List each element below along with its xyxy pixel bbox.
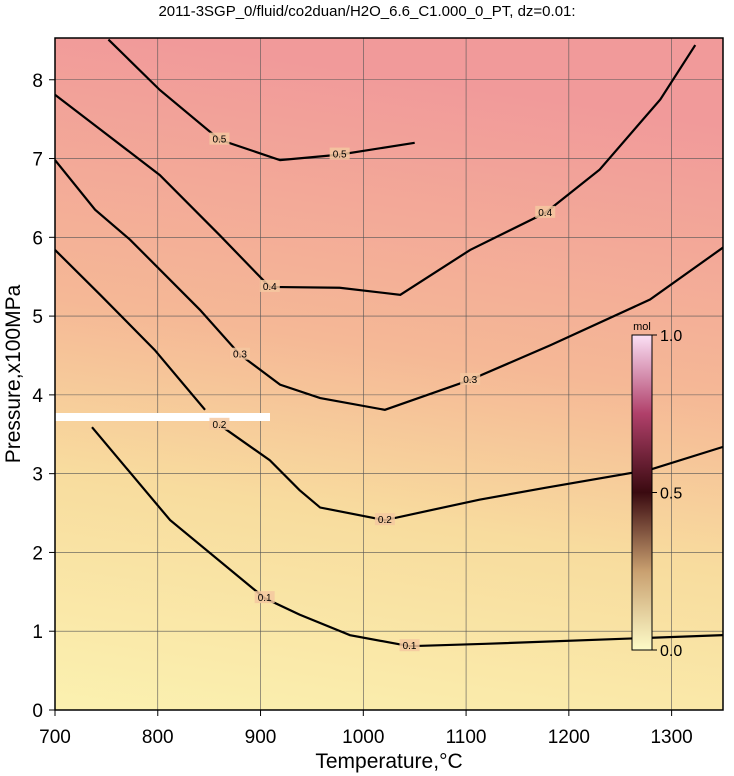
contour-label: 0.3 <box>463 375 477 386</box>
contour-line <box>91 426 724 648</box>
y-tick-label: 4 <box>32 386 43 407</box>
contour-label: 0.4 <box>263 282 277 293</box>
x-tick-label: 1300 <box>650 727 692 748</box>
contour-line <box>54 159 724 411</box>
y-axis-label: Pressure,x100MPa <box>2 284 25 463</box>
contour-label: 0.4 <box>538 208 552 219</box>
contour-label: 0.2 <box>378 515 392 526</box>
contour-label: 0.3 <box>233 350 247 361</box>
y-tick-label: 1 <box>32 622 43 643</box>
y-tick-label: 3 <box>32 465 43 486</box>
y-tick-label: 2 <box>32 543 43 564</box>
contour-label: 0.1 <box>403 641 417 652</box>
contour-label-bg <box>229 347 250 360</box>
y-tick-label: 0 <box>32 701 43 722</box>
contour-line <box>54 44 697 296</box>
chart-title: 2011-3SGP_0/fluid/co2duan/H2O_6.6_C1.000… <box>158 3 575 20</box>
contour-label-bg <box>399 639 420 652</box>
field <box>55 38 723 710</box>
colorbar-tick-label: 0.5 <box>660 486 682 503</box>
contour-label-bg <box>535 205 556 218</box>
gap <box>55 413 270 421</box>
contour-label-bg <box>209 132 230 145</box>
x-tick-label: 1000 <box>342 727 384 748</box>
y-tick-label: 5 <box>32 307 43 328</box>
x-axis-label: Temperature,°C <box>315 750 462 773</box>
x-tick-label: 1200 <box>548 727 590 748</box>
contour-label-bg <box>460 372 481 385</box>
contour-label: 0.5 <box>212 135 226 146</box>
contour-label-bg <box>209 417 230 430</box>
x-tick-label: 800 <box>142 727 174 748</box>
contour-label-bg <box>254 591 275 604</box>
colorbar-tick-label: 1.0 <box>660 328 682 345</box>
x-tick-label: 900 <box>245 727 277 748</box>
contours <box>54 38 724 648</box>
contour-label: 0.5 <box>333 150 347 161</box>
contour-label: 0.1 <box>258 593 272 604</box>
colorbar-label: mol <box>633 321 651 333</box>
contour-label-bg <box>329 147 350 160</box>
contour-label-bg <box>259 279 280 292</box>
y-tick-label: 8 <box>32 71 43 92</box>
contour-label-bg <box>374 513 395 526</box>
contour-label: 0.2 <box>212 420 226 431</box>
x-tick-label: 1100 <box>446 727 487 748</box>
y-tick-label: 7 <box>32 150 43 171</box>
frame <box>54 37 724 711</box>
x-tick-label: 700 <box>39 727 71 748</box>
colorbar <box>631 334 653 651</box>
colorbar-tick-label: 0.0 <box>660 643 682 660</box>
y-tick-label: 6 <box>32 228 43 249</box>
contour-line <box>107 38 415 162</box>
